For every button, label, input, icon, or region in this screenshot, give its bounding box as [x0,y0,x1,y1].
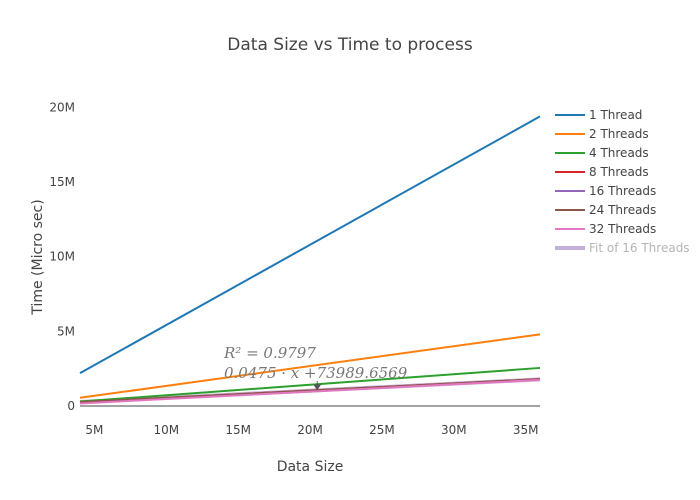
legend-label: 4 Threads [589,146,649,160]
annotation-r2: R² = 0.9797 [223,344,316,362]
y-tick-label: 5M [57,324,75,338]
x-tick-label: 30M [441,423,467,437]
legend-label: 16 Threads [589,184,656,198]
chart-title: Data Size vs Time to process [227,35,473,55]
y-tick-label: 10M [49,250,75,264]
y-tick-label: 0 [67,399,75,413]
x-tick-label: 25M [369,423,395,437]
series-line [79,333,541,399]
legend-label: Fit of 16 Threads [589,241,690,255]
x-tick-label: 20M [297,423,323,437]
legend-label: 32 Threads [589,222,656,236]
y-axis-title: Time (Micro sec) [30,199,46,315]
annotation-arrow-head [313,384,322,391]
plot-area: 0 5M 10M 15M 20M 5M 10M 15M 20M 25M 30M 35M [49,100,541,437]
y-tick-label: 15M [49,175,75,189]
annotation-equation: 0.0475 · x +73989.6569 [224,364,408,382]
series-line [79,366,541,403]
x-axis-title: Data Size [277,459,344,475]
legend: 1 Thread 2 Threads 4 Threads 8 Threads 16 Th… [555,108,690,255]
x-tick-label: 10M [153,423,179,437]
series-line [79,378,541,405]
x-tick-label: 5M [85,423,103,437]
series-line [79,115,541,375]
x-tick-label: 15M [225,423,251,437]
legend-label: 2 Threads [589,127,649,141]
y-tick-label: 20M [49,100,75,114]
legend-label: 24 Threads [589,203,656,217]
fit-annotation: R² = 0.9797 0.0475 · x +73989.6569 [223,344,408,391]
legend-label: 8 Threads [589,165,649,179]
legend-label: 1 Thread [589,108,642,122]
x-tick-label: 35M [513,423,539,437]
